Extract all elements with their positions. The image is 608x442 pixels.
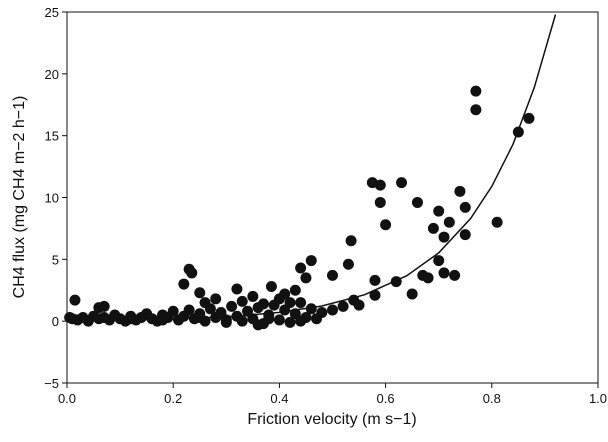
data-point bbox=[183, 304, 195, 316]
y-tick-label: 20 bbox=[45, 67, 59, 82]
data-point bbox=[523, 112, 535, 124]
fit-curve bbox=[67, 14, 557, 322]
data-point bbox=[186, 267, 198, 279]
data-point bbox=[210, 293, 222, 305]
data-point bbox=[422, 272, 434, 284]
data-point bbox=[273, 293, 285, 305]
data-point bbox=[449, 269, 461, 281]
data-point bbox=[470, 104, 482, 116]
data-point bbox=[454, 185, 466, 197]
data-point bbox=[252, 302, 264, 314]
data-point bbox=[406, 288, 418, 300]
data-point bbox=[167, 305, 179, 317]
data-point bbox=[427, 222, 439, 234]
data-point bbox=[459, 201, 471, 213]
data-point bbox=[411, 196, 423, 208]
data-point bbox=[236, 315, 248, 327]
data-point bbox=[263, 313, 275, 325]
y-tick-label: 15 bbox=[45, 129, 59, 144]
data-point bbox=[220, 316, 232, 328]
data-point bbox=[178, 278, 190, 290]
data-point bbox=[236, 295, 248, 307]
data-point bbox=[305, 255, 317, 267]
data-point bbox=[337, 300, 349, 312]
y-tick-label: −5 bbox=[44, 376, 59, 391]
y-tick-label: 5 bbox=[52, 252, 59, 267]
data-point bbox=[433, 205, 445, 217]
data-point bbox=[374, 179, 386, 191]
y-tick-label: 25 bbox=[45, 5, 59, 20]
data-point bbox=[327, 269, 338, 281]
data-point bbox=[295, 315, 307, 327]
data-point bbox=[380, 219, 392, 231]
data-point bbox=[273, 314, 285, 326]
data-point bbox=[396, 177, 408, 189]
data-point bbox=[125, 313, 137, 325]
data-point bbox=[369, 289, 381, 301]
data-point bbox=[295, 297, 307, 309]
data-point bbox=[443, 216, 455, 228]
x-tick-label: 0.2 bbox=[164, 391, 182, 406]
data-point bbox=[194, 287, 206, 299]
data-point bbox=[305, 303, 317, 315]
data-point bbox=[345, 235, 357, 247]
plot-frame bbox=[66, 11, 599, 384]
data-point bbox=[204, 303, 216, 315]
data-point bbox=[491, 216, 503, 228]
y-axis-label: CH4 flux (mg CH4 m−2 h−1) bbox=[11, 96, 28, 299]
data-point bbox=[342, 258, 354, 270]
x-tick-label: 0.0 bbox=[58, 391, 76, 406]
data-point bbox=[231, 283, 243, 295]
x-tick-label: 0.4 bbox=[270, 391, 288, 406]
data-point bbox=[252, 319, 264, 331]
data-point bbox=[438, 267, 450, 279]
data-point bbox=[300, 272, 312, 284]
data-point bbox=[311, 313, 323, 325]
data-point bbox=[284, 297, 296, 309]
data-point bbox=[369, 274, 381, 286]
x-tick-label: 1.0 bbox=[589, 391, 607, 406]
y-tick-label: 0 bbox=[52, 314, 59, 329]
data-point bbox=[459, 229, 471, 241]
data-point bbox=[438, 231, 450, 243]
data-point bbox=[69, 294, 81, 306]
x-tick-label: 0.8 bbox=[483, 391, 501, 406]
data-point bbox=[374, 196, 386, 208]
x-axis-label: Friction velocity (m s−1) bbox=[247, 411, 416, 428]
data-point bbox=[433, 255, 445, 267]
x-tick-label: 0.6 bbox=[377, 391, 395, 406]
data-point bbox=[247, 290, 259, 302]
data-point bbox=[289, 284, 301, 296]
data-point bbox=[98, 311, 110, 323]
data-point bbox=[226, 300, 238, 312]
data-point bbox=[157, 314, 169, 326]
data-point bbox=[295, 262, 307, 274]
y-tick-label: 10 bbox=[45, 191, 59, 206]
data-point bbox=[470, 85, 482, 97]
data-point bbox=[284, 316, 296, 328]
data-point bbox=[265, 281, 277, 293]
data-point bbox=[327, 304, 338, 316]
data-point bbox=[353, 299, 365, 311]
data-point bbox=[98, 300, 110, 312]
